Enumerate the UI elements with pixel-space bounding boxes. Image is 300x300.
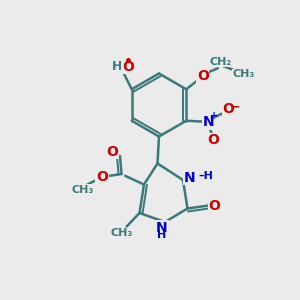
- Text: CH₃: CH₃: [233, 69, 255, 79]
- Text: N: N: [184, 171, 195, 184]
- Text: O: O: [106, 145, 119, 158]
- Text: N: N: [203, 115, 214, 129]
- Text: −: −: [230, 101, 240, 114]
- Text: O: O: [122, 60, 134, 74]
- Text: N: N: [156, 221, 168, 235]
- Text: O: O: [96, 170, 108, 184]
- Text: H: H: [158, 230, 166, 241]
- Text: CH₃: CH₃: [71, 185, 94, 195]
- Text: O: O: [222, 102, 234, 116]
- Text: CH₂: CH₂: [210, 57, 232, 67]
- Text: –H: –H: [198, 171, 213, 182]
- Text: O: O: [207, 133, 219, 147]
- Text: H: H: [112, 60, 122, 73]
- Text: O: O: [197, 69, 209, 83]
- Text: CH₃: CH₃: [110, 228, 133, 239]
- Text: +: +: [210, 111, 218, 121]
- Text: O: O: [208, 199, 220, 212]
